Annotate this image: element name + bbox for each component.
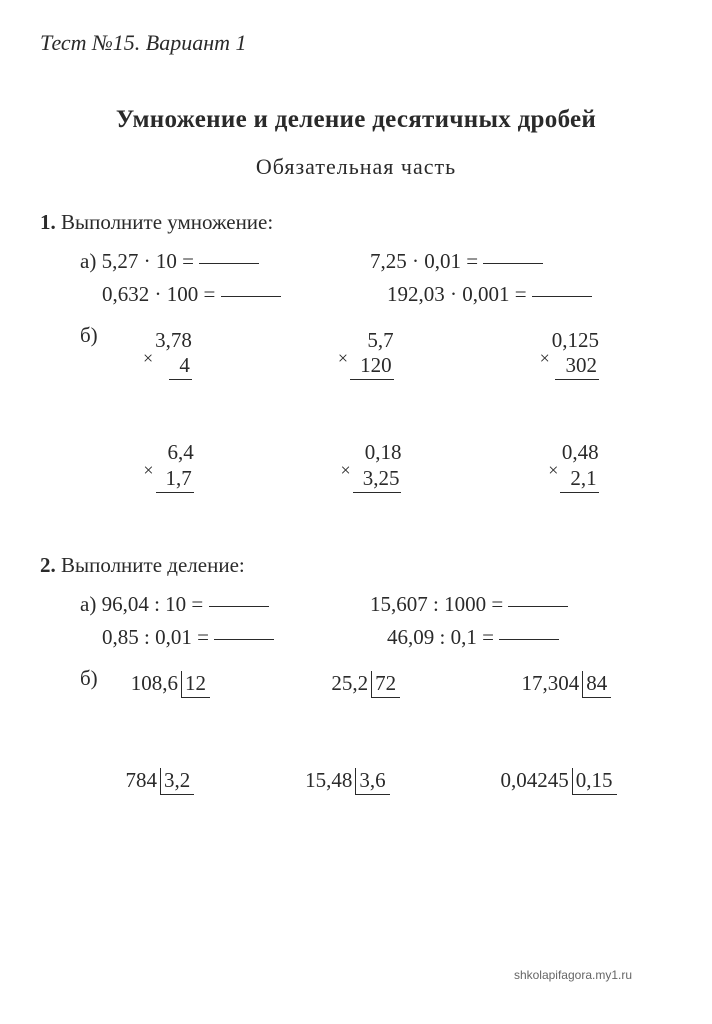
page-subtitle: Обязательная часть — [40, 154, 672, 180]
expression-text: 96,04 : 10 = — [102, 592, 204, 616]
mult-bottom: 3,25 — [353, 466, 402, 493]
answer-blank — [221, 296, 281, 297]
page-title: Умножение и деление десятичных дробей — [40, 106, 672, 134]
dividend: 108,6 — [131, 671, 181, 696]
divisor: 12 — [181, 671, 210, 698]
mult-top: 0,18 — [365, 440, 402, 465]
answer-blank — [214, 639, 274, 640]
part-label: а) — [80, 592, 96, 616]
mult-top: 3,78 — [155, 328, 192, 353]
divisor: 72 — [371, 671, 400, 698]
expr: 7,25 · 0,01 = — [370, 249, 660, 274]
long-division: 0,04245 0,15 — [501, 768, 617, 795]
expression-text: 46,09 : 0,1 = — [387, 625, 494, 649]
problem-1a-row-1: 0,632 · 100 = 192,03 · 0,001 = — [40, 282, 672, 307]
expression-text: 0,632 · 100 = — [102, 282, 215, 306]
column-multiplication: × 0,48 2,1 — [548, 440, 598, 492]
mult-bottom: 120 — [350, 353, 394, 380]
column-multiplication: × 0,18 3,25 — [341, 440, 402, 492]
answer-blank — [199, 263, 259, 264]
problem-2a-row-0: а) 96,04 : 10 = 15,607 : 1000 = — [40, 592, 672, 617]
dividend: 17,304 — [522, 671, 583, 696]
column-multiplication: × 5,7 120 — [338, 328, 394, 380]
problem-1: 1. Выполните умножение: а) 5,27 · 10 = 7… — [40, 210, 672, 493]
times-icon: × — [540, 348, 552, 369]
long-division: 15,48 3,6 — [305, 768, 390, 795]
page-container: Тест №15. Вариант 1 Умножение и деление … — [40, 30, 672, 990]
problem-1b-multrow-2: × 6,4 1,7 × 0,18 3,25 × 0,48 2,1 — [70, 440, 672, 492]
long-division: 108,6 12 — [131, 671, 210, 698]
column-multiplication: × 0,125 302 — [540, 328, 599, 380]
mult-bottom: 2,1 — [560, 466, 598, 493]
problem-2a-row-1: 0,85 : 0,01 = 46,09 : 0,1 = — [40, 625, 672, 650]
expression-text: 15,607 : 1000 = — [370, 592, 503, 616]
times-icon: × — [338, 348, 350, 369]
divisor: 84 — [582, 671, 611, 698]
dividend: 0,04245 — [501, 768, 572, 793]
expression-text: 192,03 · 0,001 = — [387, 282, 527, 306]
divisor: 3,2 — [160, 768, 194, 795]
problem-2b-divrow-2: 784 3,2 15,48 3,6 0,04245 0,15 — [70, 768, 672, 795]
mult-top: 0,125 — [552, 328, 599, 353]
dividend: 15,48 — [305, 768, 355, 793]
times-icon: × — [143, 348, 155, 369]
long-division: 784 3,2 — [125, 768, 194, 795]
problem-1b-multrow-1: × 3,78 4 × 5,7 120 × 0,125 302 — [70, 328, 672, 380]
mult-bottom: 1,7 — [156, 466, 194, 493]
answer-blank — [499, 639, 559, 640]
problem-1-title: Выполните умножение: — [61, 210, 273, 234]
long-division: 17,304 84 — [522, 671, 612, 698]
times-icon: × — [548, 460, 560, 481]
divisor: 3,6 — [355, 768, 389, 795]
dividend: 784 — [125, 768, 160, 793]
test-header: Тест №15. Вариант 1 — [40, 30, 672, 56]
expr: 192,03 · 0,001 = — [387, 282, 672, 307]
expression-text: 5,27 · 10 = — [102, 249, 194, 273]
mult-bottom: 4 — [169, 353, 192, 380]
problem-2: 2. Выполните деление: а) 96,04 : 10 = 15… — [40, 553, 672, 795]
expression-text: 7,25 · 0,01 = — [370, 249, 478, 273]
expr: 0,632 · 100 = — [80, 282, 387, 307]
problem-1-heading: 1. Выполните умножение: — [40, 210, 672, 235]
mult-top: 6,4 — [168, 440, 194, 465]
mult-bottom: 302 — [555, 353, 599, 380]
expr: а) 5,27 · 10 = — [80, 249, 370, 274]
expr: 46,09 : 0,1 = — [387, 625, 672, 650]
problem-1-number: 1. — [40, 210, 56, 234]
times-icon: × — [143, 460, 155, 481]
problem-2-heading: 2. Выполните деление: — [40, 553, 672, 578]
expr: 0,85 : 0,01 = — [80, 625, 387, 650]
answer-blank — [532, 296, 592, 297]
mult-top: 0,48 — [562, 440, 599, 465]
expression-text: 0,85 : 0,01 = — [102, 625, 209, 649]
expr: 15,607 : 1000 = — [370, 592, 660, 617]
problem-2-number: 2. — [40, 553, 56, 577]
problem-2-title: Выполните деление: — [61, 553, 245, 577]
column-multiplication: × 3,78 4 — [143, 328, 192, 380]
times-icon: × — [341, 460, 353, 481]
problem-2b-divrow-1: 108,6 12 25,2 72 17,304 84 — [70, 671, 672, 698]
answer-blank — [483, 263, 543, 264]
dividend: 25,2 — [331, 671, 371, 696]
problem-1a-row-0: а) 5,27 · 10 = 7,25 · 0,01 = — [40, 249, 672, 274]
divisor: 0,15 — [572, 768, 617, 795]
answer-blank — [508, 606, 568, 607]
part-label: б) — [80, 666, 98, 691]
part-label: а) — [80, 249, 96, 273]
watermark-text: shkolapifagora.my1.ru — [514, 968, 632, 982]
column-multiplication: × 6,4 1,7 — [143, 440, 193, 492]
part-label: б) — [80, 323, 98, 348]
expr: а) 96,04 : 10 = — [80, 592, 370, 617]
long-division: 25,2 72 — [331, 671, 400, 698]
mult-top: 5,7 — [367, 328, 393, 353]
answer-blank — [209, 606, 269, 607]
